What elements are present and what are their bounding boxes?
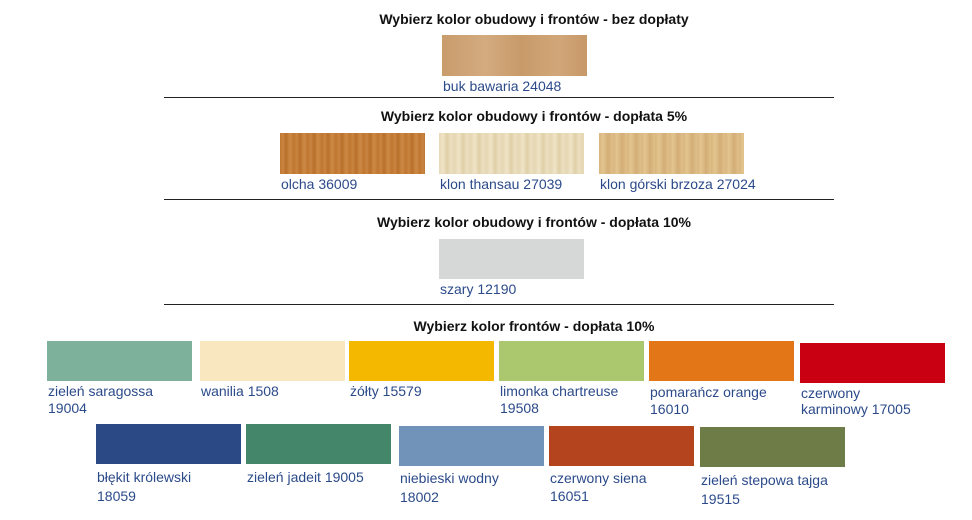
swatch-chip <box>349 341 494 381</box>
swatch-label-line1: zieleń jadeit 19005 <box>247 469 364 485</box>
swatch-label-line2: 18002 <box>400 489 439 505</box>
swatch-chip <box>649 341 794 381</box>
section-heading-fronts-surcharge-10: Wybierz kolor frontów - dopłata 10% <box>413 318 655 334</box>
swatch-czerwony-karminowy[interactable]: czerwony karminowy 17005 <box>800 343 950 423</box>
swatch-label-line1: limonka chartreuse <box>500 383 619 399</box>
swatch-chip <box>200 341 345 381</box>
swatch-szary[interactable]: szary 12190 <box>439 239 589 299</box>
swatch-label: buk bawaria 24048 <box>443 78 562 94</box>
swatch-label-line1: niebieski wodny <box>400 470 499 486</box>
swatch-label: klon górski brzoza 27024 <box>600 176 756 192</box>
swatch-zolty[interactable]: żółty 15579 <box>349 341 499 421</box>
swatch-chip <box>442 35 587 76</box>
swatch-chip <box>47 341 192 381</box>
swatch-niebieski-wodny[interactable]: niebieski wodny 18002 <box>399 426 549 512</box>
swatch-label-line1: czerwony siena <box>550 470 647 486</box>
swatch-wanilia[interactable]: wanilia 1508 <box>200 341 350 421</box>
section-divider <box>164 304 834 305</box>
swatch-label: olcha 36009 <box>281 176 358 192</box>
swatch-klon-thansau[interactable]: klon thansau 27039 <box>439 133 589 193</box>
swatch-chip <box>499 341 644 381</box>
swatch-olcha[interactable]: olcha 36009 <box>280 133 430 193</box>
swatch-czerwony-siena[interactable]: czerwony siena 16051 <box>549 426 699 512</box>
swatch-label-line2: 19508 <box>500 400 539 416</box>
section-divider <box>164 199 834 200</box>
swatch-label-line2: 19515 <box>701 491 740 507</box>
section-heading-surcharge-10: Wybierz kolor obudowy i frontów - dopłat… <box>377 214 691 230</box>
swatch-chip <box>700 427 845 467</box>
swatch-blekit-krolewski[interactable]: błękit królewski 18059 <box>96 424 246 510</box>
swatch-klon-gorski-brzoza[interactable]: klon górski brzoza 27024 <box>599 133 789 193</box>
swatch-label: klon thansau 27039 <box>440 176 563 192</box>
swatch-chip <box>439 239 584 279</box>
swatch-chip <box>599 133 744 174</box>
swatch-chip <box>96 424 241 464</box>
swatch-zielen-stepowa-tajga[interactable]: zieleń stepowa tajga 19515 <box>700 427 855 513</box>
swatch-limonka-chartreuse[interactable]: limonka chartreuse 19508 <box>499 341 649 421</box>
swatch-label-line1: pomarańcz orange <box>650 384 767 400</box>
swatch-label-line2: 18059 <box>97 488 136 504</box>
swatch-label-line2: 16010 <box>650 401 689 417</box>
swatch-label-line1: zieleń stepowa tajga <box>701 472 828 488</box>
swatch-label-line1: żółty 15579 <box>350 383 422 399</box>
swatch-label-line2: 16051 <box>550 488 589 504</box>
swatch-label-line2: 19004 <box>48 400 87 416</box>
swatch-pomarancz-orange[interactable]: pomarańcz orange 16010 <box>649 341 799 421</box>
section-heading-surcharge-5: Wybierz kolor obudowy i frontów - dopłat… <box>380 108 688 124</box>
swatch-chip <box>439 133 584 174</box>
swatch-chip <box>246 424 391 464</box>
swatch-buk-bawaria[interactable]: buk bawaria 24048 <box>442 35 592 95</box>
swatch-label: szary 12190 <box>440 281 517 297</box>
section-heading-no-surcharge: Wybierz kolor obudowy i frontów - bez do… <box>379 11 689 27</box>
swatch-label-line1: czerwony <box>801 385 861 401</box>
swatch-chip <box>399 426 544 466</box>
swatch-zielen-saragossa[interactable]: zieleń saragossa 19004 <box>47 341 197 421</box>
swatch-label-line1: zieleń saragossa <box>48 383 154 399</box>
swatch-zielen-jadeit[interactable]: zieleń jadeit 19005 <box>246 424 396 510</box>
swatch-label-line1: błękit królewski <box>97 469 192 485</box>
swatch-label-line1: wanilia 1508 <box>201 383 279 399</box>
swatch-chip <box>800 343 945 383</box>
section-divider <box>164 97 834 98</box>
swatch-chip <box>549 426 694 466</box>
swatch-chip <box>280 133 425 174</box>
swatch-label-line2: karminowy 17005 <box>801 401 911 417</box>
